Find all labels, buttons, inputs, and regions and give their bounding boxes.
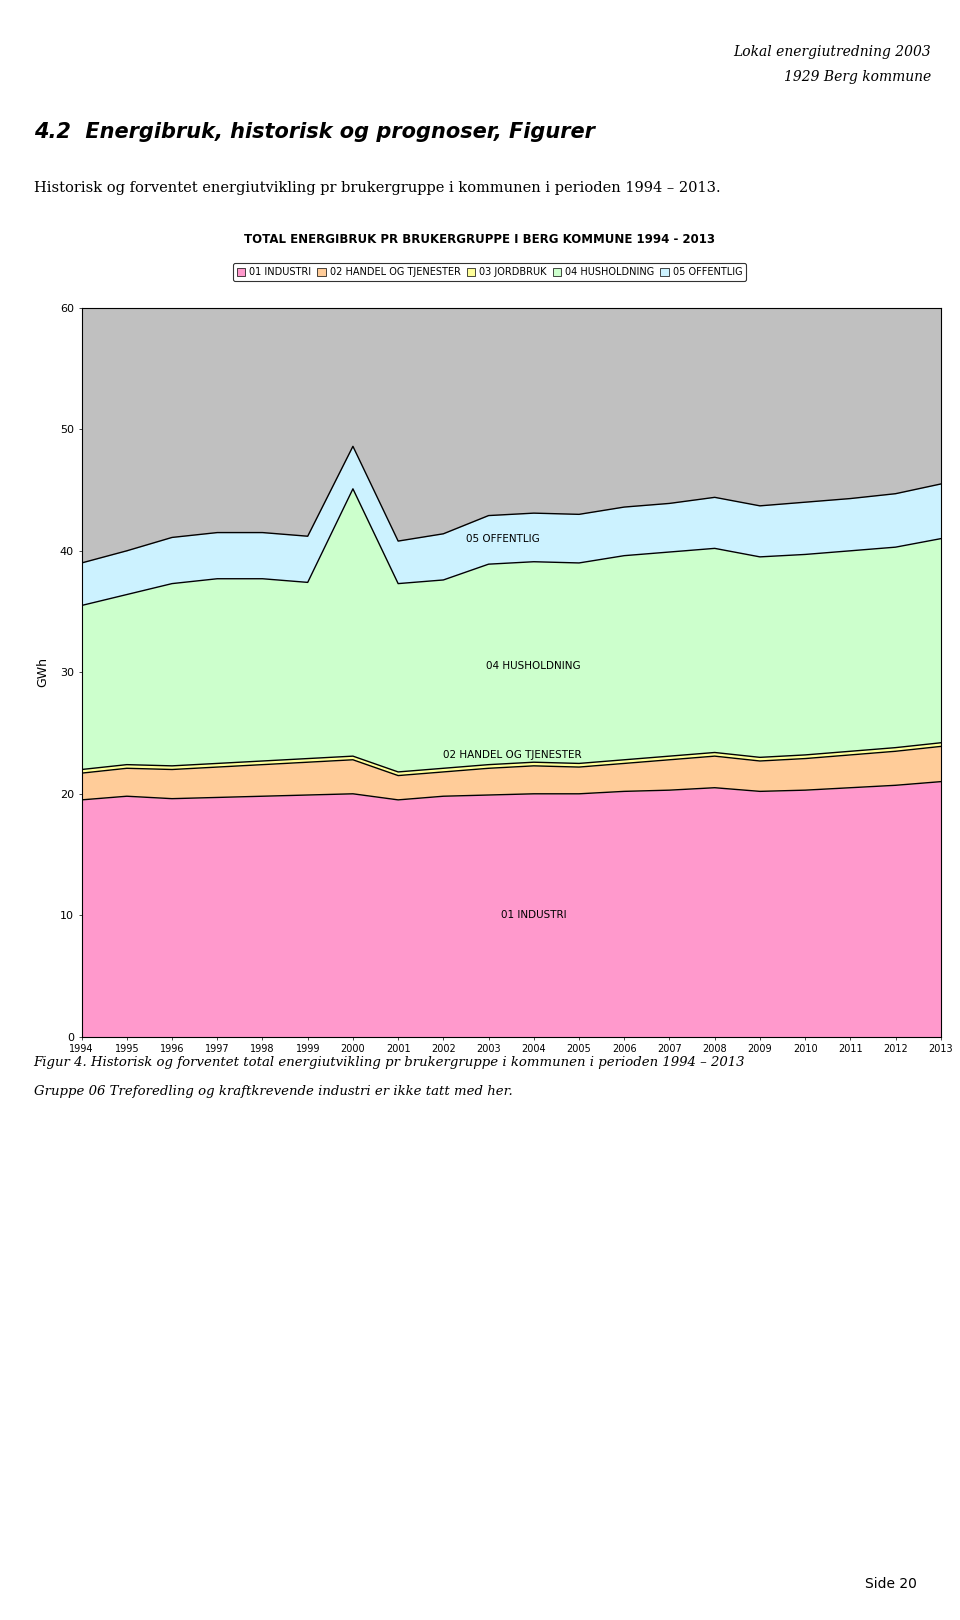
Text: TOTAL ENERGIBRUK PR BRUKERGRUPPE I BERG KOMMUNE 1994 - 2013: TOTAL ENERGIBRUK PR BRUKERGRUPPE I BERG …: [245, 233, 715, 246]
Text: 04 HUSHOLDNING: 04 HUSHOLDNING: [487, 661, 581, 671]
Text: 01 INDUSTRI: 01 INDUSTRI: [501, 910, 566, 920]
Text: 05 OFFENTLIG: 05 OFFENTLIG: [466, 533, 540, 544]
Text: Lokal energiutredning 2003: Lokal energiutredning 2003: [733, 45, 931, 60]
Text: 02 HANDEL OG TJENESTER: 02 HANDEL OG TJENESTER: [444, 750, 582, 760]
Text: Figur 4. Historisk og forventet total energiutvikling pr brukergruppe i kommunen: Figur 4. Historisk og forventet total en…: [34, 1056, 745, 1069]
Text: Side 20: Side 20: [865, 1576, 917, 1591]
Text: 1929 Berg kommune: 1929 Berg kommune: [784, 70, 931, 84]
Text: Gruppe 06 Treforedling og kraftkrevende industri er ikke tatt med her.: Gruppe 06 Treforedling og kraftkrevende …: [34, 1085, 513, 1098]
Legend: 01 INDUSTRI, 02 HANDEL OG TJENESTER, 03 JORDBRUK, 04 HUSHOLDNING, 05 OFFENTLIG: 01 INDUSTRI, 02 HANDEL OG TJENESTER, 03 …: [232, 264, 747, 280]
Y-axis label: GWh: GWh: [36, 658, 49, 687]
Text: 4.2  Energibruk, historisk og prognoser, Figurer: 4.2 Energibruk, historisk og prognoser, …: [34, 122, 594, 141]
Text: Historisk og forventet energiutvikling pr brukergruppe i kommunen i perioden 199: Historisk og forventet energiutvikling p…: [34, 181, 720, 196]
